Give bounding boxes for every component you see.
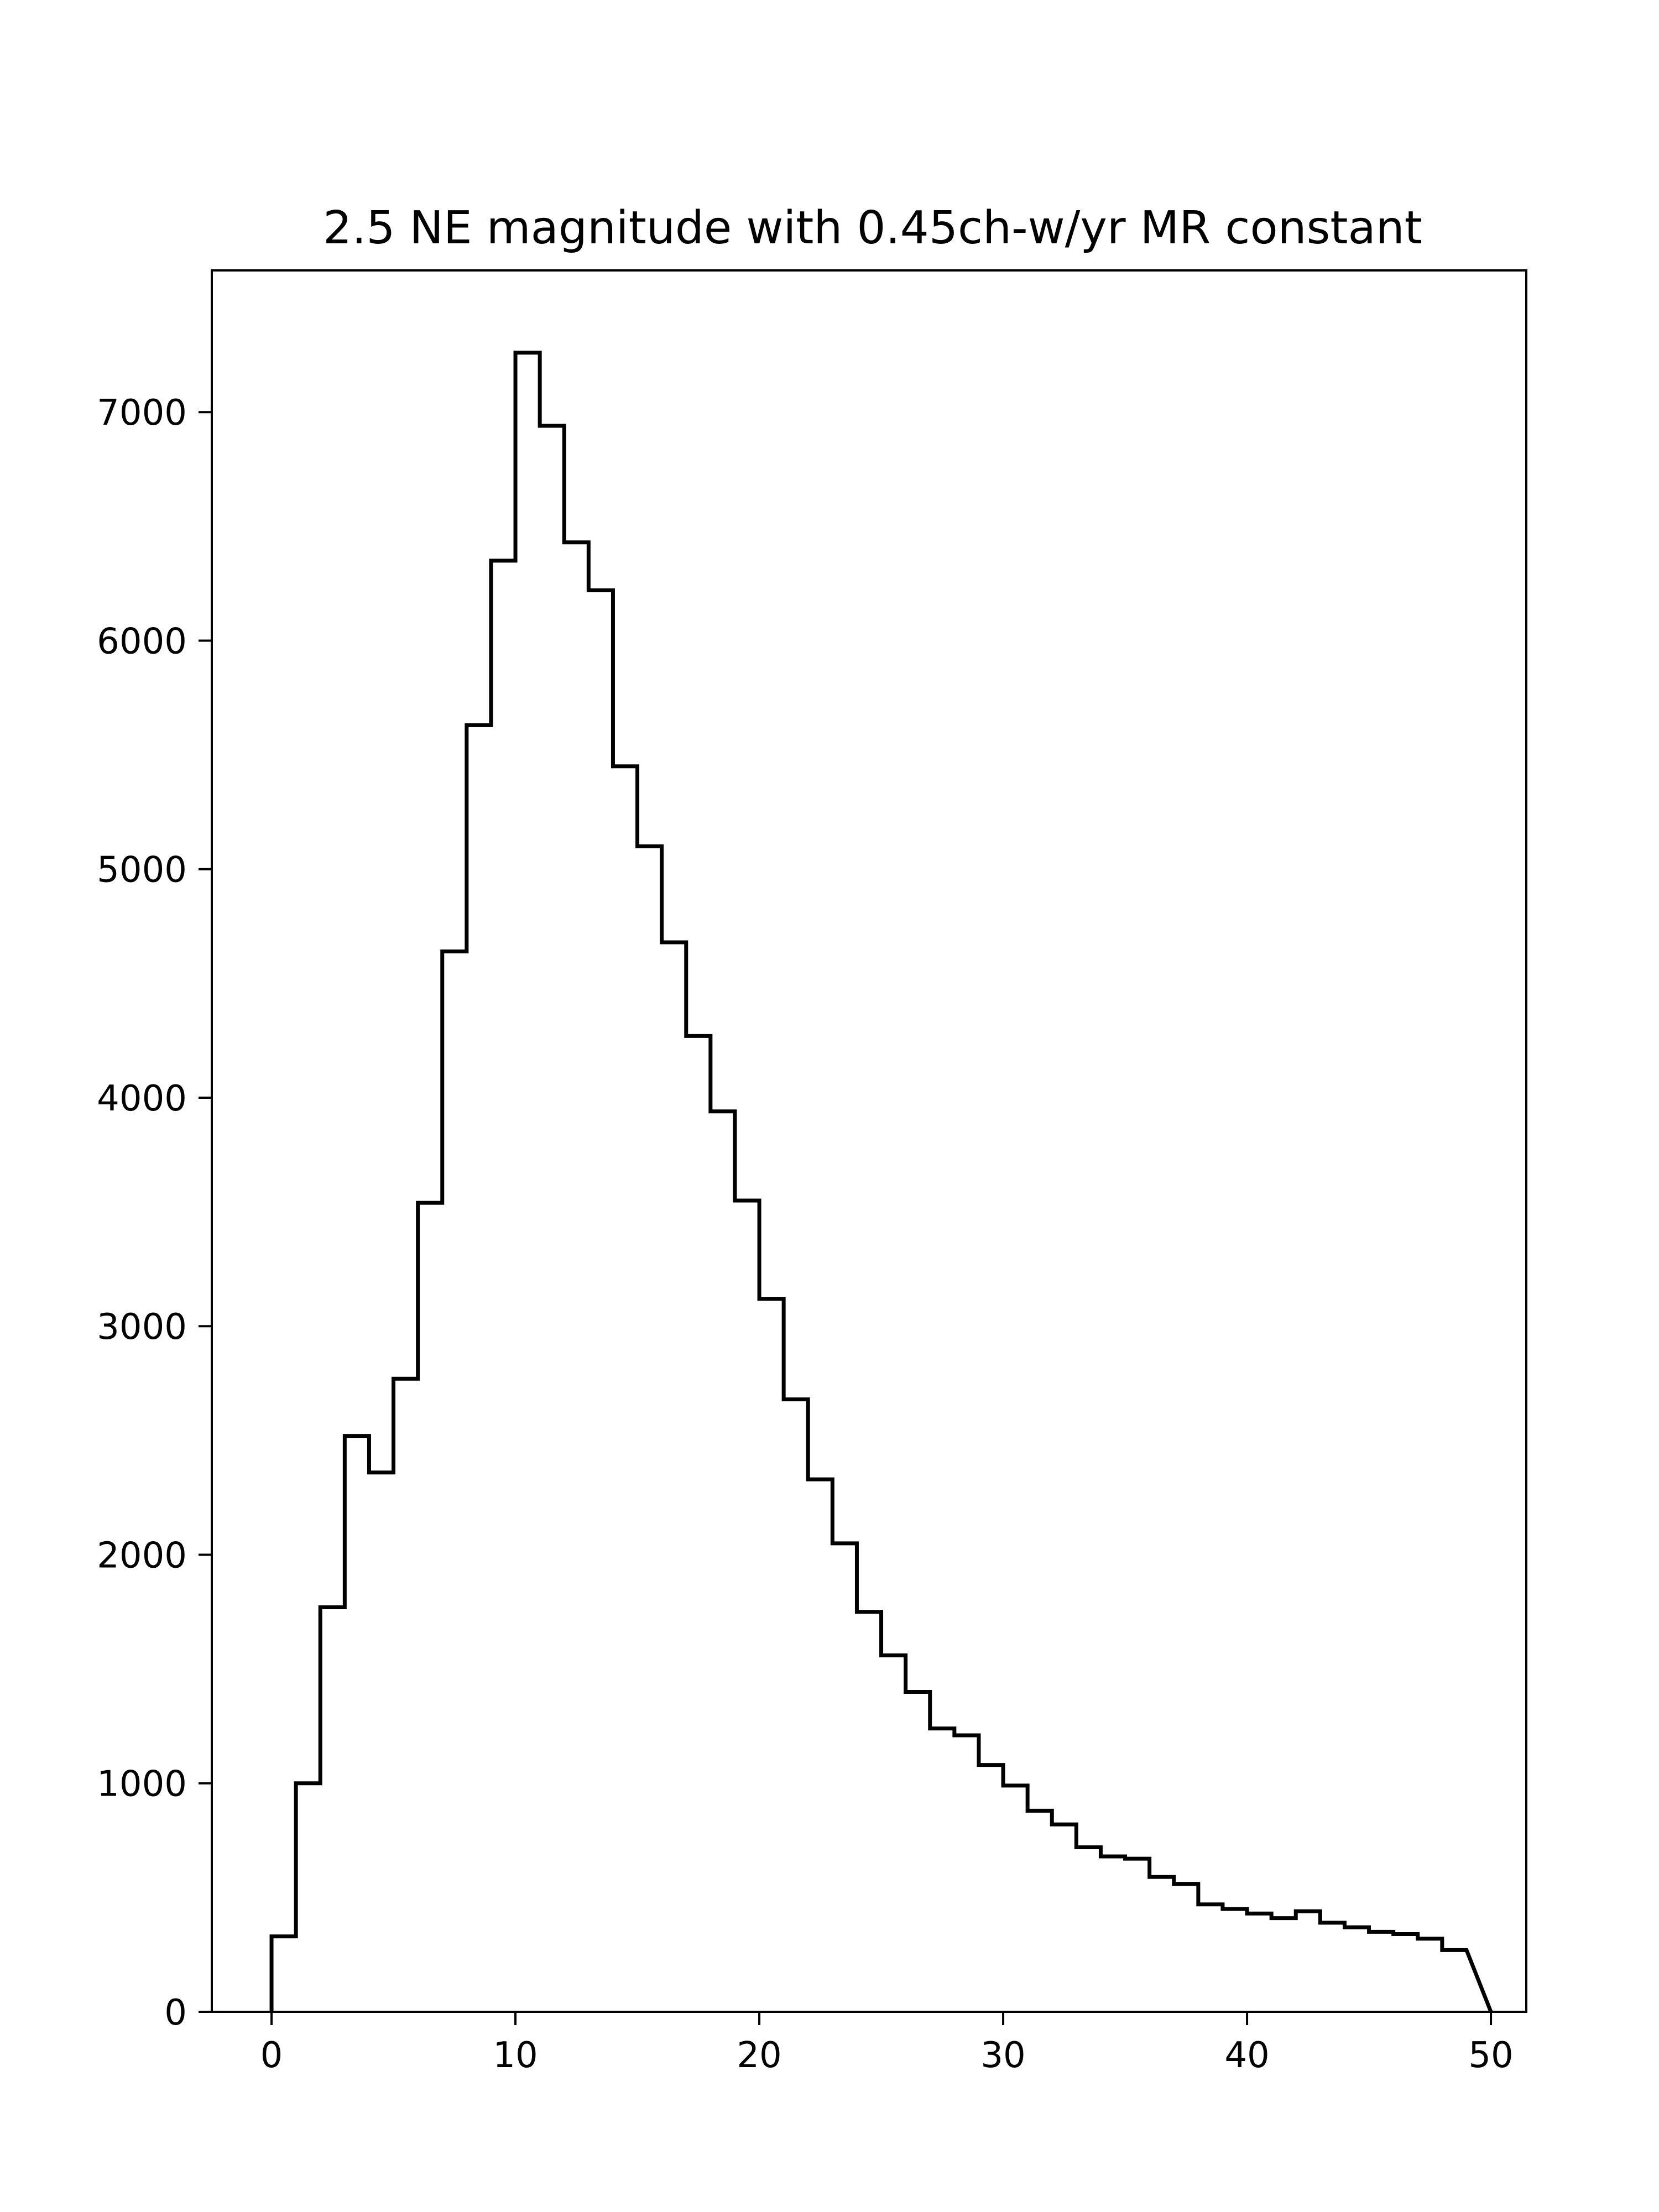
x-tick-label: 20	[737, 2035, 781, 2076]
y-tick-label: 2000	[97, 1535, 187, 1576]
plot-area	[269, 351, 1493, 2013]
y-tick-label: 3000	[97, 1307, 187, 1348]
histogram-step-line	[269, 351, 1493, 2013]
y-tick-label: 1000	[97, 1764, 187, 1805]
x-tick-label: 0	[260, 2035, 283, 2076]
chart-title: 2.5 NE magnitude with 0.45ch-w/yr MR con…	[323, 202, 1422, 254]
y-tick-label: 6000	[97, 621, 187, 662]
x-tick-label: 50	[1468, 2035, 1513, 2076]
axes: 0 10 20 30 40 50 0 1000 2000 3000 4000 5000 6000 7000	[97, 269, 1527, 2076]
y-tick-label: 4000	[97, 1078, 187, 1119]
y-tick-label: 7000	[97, 393, 187, 434]
x-tick-label: 40	[1224, 2035, 1269, 2076]
x-tick-label: 10	[493, 2035, 538, 2076]
y-tick-label: 5000	[97, 850, 187, 891]
x-tick-label: 30	[980, 2035, 1025, 2076]
plot-frame	[211, 269, 1527, 2013]
y-tick-label: 0	[164, 1992, 187, 2033]
